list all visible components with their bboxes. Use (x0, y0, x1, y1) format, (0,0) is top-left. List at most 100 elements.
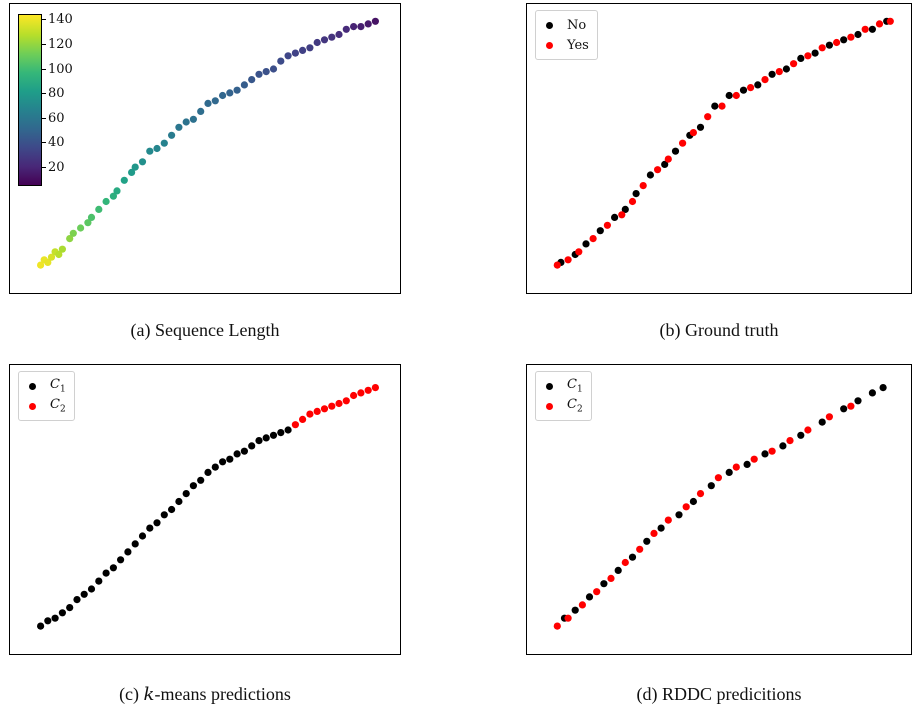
data-point-yes (732, 91, 740, 100)
data-point (306, 44, 314, 52)
data-point-no (811, 49, 819, 57)
data-point (95, 205, 103, 213)
data-point-yes (689, 129, 697, 137)
data-point (131, 163, 139, 171)
data-point-yes (861, 25, 869, 33)
data-point-c1 (818, 418, 826, 426)
data-point-c1 (761, 450, 769, 458)
data-point-c1 (58, 609, 66, 617)
data-point-no (854, 30, 862, 39)
data-point-yes (775, 68, 783, 76)
data-point (128, 168, 136, 176)
data-point-c1 (95, 577, 103, 585)
data-point-yes (718, 102, 726, 110)
data-point-c1 (219, 458, 227, 466)
data-point-c1 (37, 622, 45, 630)
data-point-c1 (51, 614, 59, 622)
data-point-yes (790, 60, 798, 68)
legend-item-c2: C2 (542, 396, 583, 416)
data-point-c1 (189, 482, 197, 490)
data-point (153, 144, 161, 153)
data-point-c1 (197, 476, 205, 484)
data-point-c2 (291, 421, 299, 429)
data-point (240, 81, 248, 89)
data-point (55, 250, 63, 259)
data-point-c1 (585, 593, 594, 601)
data-point-c1 (797, 431, 805, 439)
data-point (77, 224, 85, 232)
data-point-c1 (854, 397, 862, 405)
data-point (113, 187, 121, 195)
data-point-c2 (357, 389, 365, 397)
data-point-c2 (650, 529, 658, 537)
data-point (66, 235, 74, 243)
legend-c: C1 C2 (18, 371, 75, 421)
data-point-c1 (80, 590, 88, 598)
scatter-plot-c: C1 C2 (9, 364, 401, 655)
data-point (102, 197, 110, 206)
data-point (219, 91, 227, 100)
legend-label: C2 (567, 397, 583, 415)
data-point-yes (618, 211, 626, 219)
data-point-c2 (804, 426, 812, 434)
data-point (342, 25, 350, 33)
data-point-no (646, 171, 654, 179)
data-point-c2 (328, 402, 336, 410)
data-point-c2 (313, 407, 321, 415)
data-point-c1 (44, 617, 52, 625)
data-point (248, 76, 256, 84)
data-point-no (725, 91, 733, 100)
data-point-c2 (682, 503, 690, 511)
data-point-no (825, 41, 833, 49)
data-point-c2 (299, 415, 307, 423)
data-point-yes (589, 235, 597, 243)
data-point-c1 (87, 585, 96, 593)
data-point-c1 (571, 606, 579, 614)
legend-marker (29, 382, 36, 390)
colorbar-tick: 120 (42, 37, 73, 52)
data-point-c1 (868, 389, 876, 397)
data-point-c1 (840, 405, 848, 413)
legend-item-c2: C2 (25, 396, 66, 416)
data-point-c1 (124, 548, 132, 556)
colorbar-gradient (18, 14, 42, 186)
data-point-c2 (636, 545, 644, 553)
data-point (255, 70, 263, 78)
data-point-c1 (628, 553, 637, 561)
data-point (313, 38, 321, 47)
data-point-c2 (342, 397, 350, 405)
legend-item-c1: C1 (542, 376, 583, 396)
data-point (291, 49, 299, 57)
legend-label: C1 (567, 377, 583, 395)
colorbar-tick: 40 (42, 135, 65, 150)
data-point-c1 (117, 556, 125, 564)
scatter-svg-a (37, 17, 379, 269)
data-point-c2 (335, 399, 343, 408)
legend-label: Yes (567, 37, 589, 53)
data-point-no (671, 147, 680, 155)
data-point-yes (833, 38, 841, 47)
data-point (284, 52, 292, 60)
data-point-c1 (153, 519, 161, 527)
data-point-c1 (675, 511, 683, 519)
data-point-c1 (614, 566, 622, 574)
data-point-no (711, 102, 719, 110)
data-point (138, 158, 147, 166)
data-point-c1 (255, 437, 263, 445)
data-point-no (782, 65, 790, 73)
data-point-c2 (350, 391, 358, 400)
scatter-svg-d (553, 384, 887, 630)
data-point (364, 20, 372, 28)
data-point-c1 (262, 434, 270, 442)
data-point-c1 (226, 455, 234, 463)
data-point-c2 (847, 402, 855, 410)
data-point (109, 192, 117, 200)
legend-item-no: No (542, 15, 589, 35)
scatter-svg-c (37, 384, 379, 630)
data-point (350, 23, 358, 31)
data-point-no (621, 205, 629, 213)
data-point-yes (553, 261, 561, 269)
data-point-no (797, 54, 805, 63)
data-point-c1 (233, 450, 241, 458)
data-point-no (696, 123, 705, 131)
